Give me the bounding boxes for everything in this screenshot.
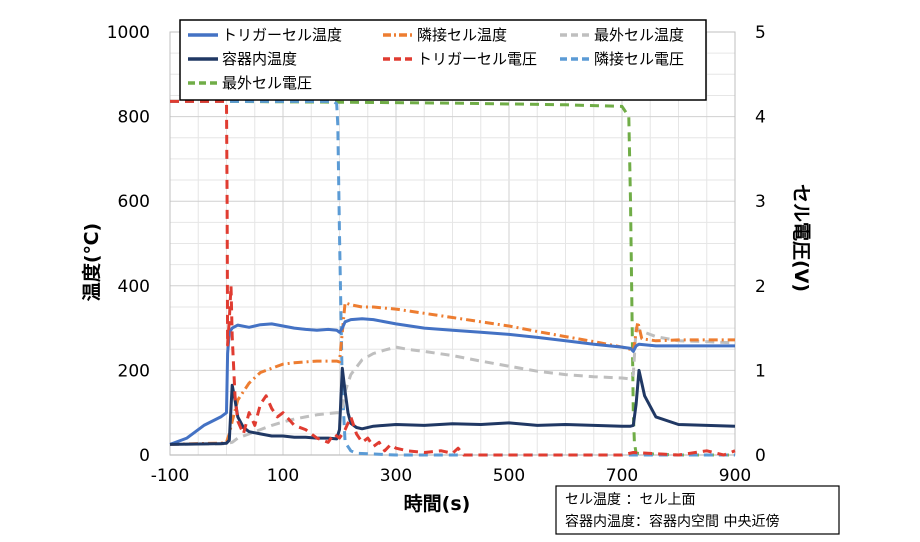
legend-label: 隣接セル電圧 — [594, 50, 684, 68]
legend-label: 隣接セル温度 — [417, 26, 507, 44]
legend-label: トリガーセル温度 — [222, 26, 342, 44]
note-line-2: 容器内温度：容器内空間 中央近傍 — [565, 513, 779, 530]
y2-tick-label: 4 — [755, 108, 766, 128]
series-line-4 — [169, 366, 736, 446]
y-tick-label: 400 — [118, 277, 150, 297]
series-line-2 — [169, 301, 735, 446]
legend-label: 最外セル電圧 — [222, 74, 312, 92]
legend-label: 容器内温度 — [222, 50, 297, 68]
x-axis-ticks: -100 100 300 500 700 900 — [151, 466, 752, 486]
note-frame — [555, 485, 840, 535]
y-tick-label: 0 — [139, 446, 150, 466]
x-axis-label: 時間(s) — [404, 493, 471, 515]
y-tick-label: 600 — [118, 192, 150, 212]
x-tick-label: 100 — [267, 466, 299, 486]
y2-tick-label: 5 — [755, 23, 766, 43]
y-tick-label: 800 — [118, 108, 150, 128]
series-line-1 — [169, 317, 735, 446]
note-box: セル温度 ：セル上面 容器内温度：容器内空間 中央近傍 — [555, 485, 840, 535]
y2-axis-ticks: 0 1 2 3 4 5 — [755, 23, 766, 466]
legend-label: トリガーセル電圧 — [417, 50, 537, 68]
y-axis-ticks: 0 200 400 600 800 1000 — [107, 23, 150, 466]
series-line-5 — [170, 99, 736, 457]
legend-label: 最外セル温度 — [594, 26, 684, 44]
y2-axis-label: セル電圧(V) — [790, 184, 812, 292]
y2-tick-label: 1 — [755, 361, 766, 381]
y-axis-label: 温度(℃) — [80, 223, 103, 301]
y2-tick-label: 0 — [755, 446, 766, 466]
series-layer — [169, 99, 736, 457]
y-tick-label: 200 — [118, 361, 150, 381]
legend-box — [179, 19, 707, 101]
x-tick-label: 900 — [719, 466, 751, 486]
x-tick-label: -100 — [151, 466, 190, 486]
x-tick-label: 700 — [606, 466, 638, 486]
y-tick-label: 1000 — [107, 23, 150, 43]
x-tick-label: 300 — [380, 466, 412, 486]
y2-tick-label: 2 — [755, 277, 766, 297]
x-tick-label: 500 — [493, 466, 525, 486]
y2-tick-label: 3 — [755, 192, 766, 212]
note-line-1: セル温度 ：セル上面 — [565, 492, 695, 508]
